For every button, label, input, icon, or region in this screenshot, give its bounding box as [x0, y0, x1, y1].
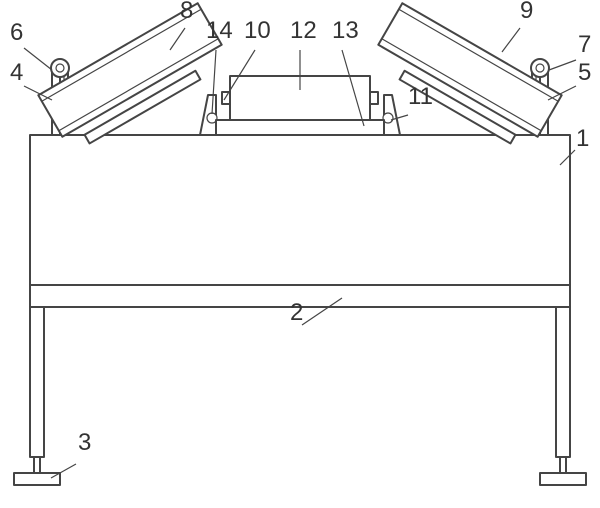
diagram-stage: 1234567891011121314	[0, 0, 600, 508]
diagram-svg	[0, 0, 600, 508]
